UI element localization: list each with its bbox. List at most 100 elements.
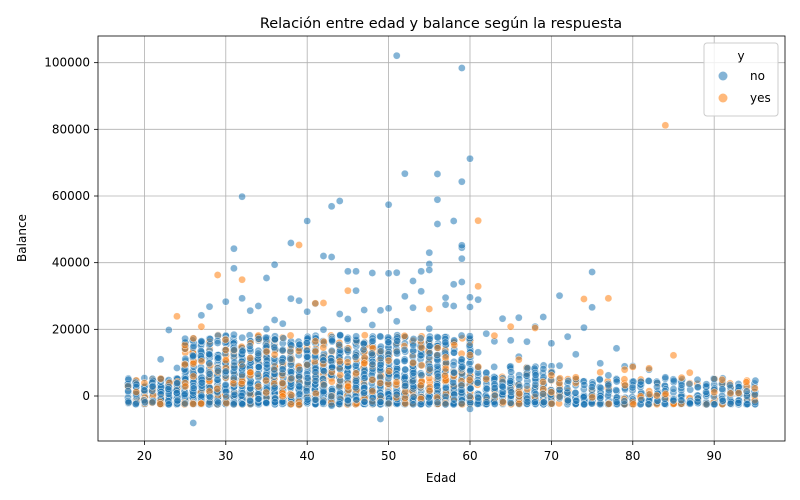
data-point-no [726, 399, 735, 408]
data-point-no [425, 324, 434, 333]
data-point-yes [352, 369, 360, 378]
data-point-yes [246, 354, 255, 362]
data-point-no [393, 357, 401, 366]
data-point-no [214, 398, 222, 407]
data-point-no [466, 332, 474, 340]
data-point-no [335, 197, 344, 205]
legend-label-yes: yes [750, 91, 771, 105]
data-point-no [702, 388, 710, 396]
data-point-no [376, 306, 385, 315]
data-point-no [742, 387, 751, 396]
data-point-no [278, 319, 287, 328]
data-point-no [214, 354, 223, 362]
data-point-no [409, 400, 417, 409]
data-point-yes [173, 312, 181, 321]
data-point-yes [344, 286, 352, 295]
data-point-no [287, 341, 296, 350]
data-point-no [409, 335, 418, 343]
data-point-no [588, 383, 596, 391]
data-point-yes [661, 390, 670, 398]
data-point-no [344, 267, 352, 276]
data-point-no [449, 378, 457, 387]
data-point-no [458, 64, 466, 72]
data-point-no [523, 381, 531, 390]
data-point-no [434, 333, 442, 342]
data-point-no [197, 366, 205, 374]
data-point-no [255, 363, 263, 371]
data-point-no [287, 239, 295, 247]
x-tick-label: 80 [625, 449, 640, 463]
data-point-yes [547, 388, 556, 397]
data-point-yes [213, 271, 222, 279]
data-point-no [523, 337, 531, 346]
data-point-no [238, 400, 247, 409]
data-point-no [303, 346, 311, 355]
data-point-no [523, 398, 532, 406]
data-point-no [425, 342, 434, 350]
data-point-no [246, 397, 255, 405]
data-point-no [213, 339, 222, 347]
data-point-no [441, 338, 450, 347]
data-point-no [343, 335, 352, 343]
data-point-no [165, 400, 173, 409]
data-point-yes [237, 379, 246, 388]
data-point-no [531, 398, 539, 406]
data-point-no [327, 357, 335, 365]
x-tick-label: 90 [707, 449, 722, 463]
data-point-yes [343, 358, 352, 367]
data-point-no [580, 381, 589, 389]
data-point-no [556, 393, 564, 401]
data-point-no [661, 373, 670, 382]
data-point-no [531, 371, 540, 379]
x-tick-label: 40 [300, 449, 315, 463]
data-point-yes [628, 363, 637, 371]
data-point-no [173, 396, 182, 405]
data-point-no [189, 384, 198, 393]
data-point-no [148, 382, 157, 391]
data-point-no [270, 316, 279, 324]
data-point-no [474, 348, 482, 357]
data-point-no [506, 399, 515, 407]
data-point-no [506, 377, 515, 385]
data-point-no [555, 361, 564, 370]
data-point-no [466, 293, 474, 302]
data-point-no [360, 306, 368, 314]
data-point-no [417, 287, 425, 296]
data-point-no [302, 387, 311, 395]
data-point-yes [474, 216, 482, 225]
data-point-no [303, 217, 311, 225]
data-point-yes [572, 373, 580, 382]
data-point-no [416, 334, 425, 343]
data-point-no [751, 376, 760, 385]
data-point-no [230, 346, 238, 354]
data-point-no [230, 264, 238, 273]
data-point-no [311, 368, 320, 376]
data-point-no [238, 347, 247, 356]
data-point-no [522, 372, 531, 380]
data-point-no [392, 51, 401, 60]
data-point-no [425, 248, 434, 257]
data-point-no [441, 300, 450, 309]
data-point-no [433, 382, 441, 390]
data-point-yes [547, 371, 556, 380]
data-point-no [401, 382, 410, 390]
data-point-yes [287, 400, 295, 408]
data-point-no [286, 355, 295, 363]
data-point-yes [197, 399, 206, 408]
data-point-no [262, 325, 271, 333]
data-point-yes [270, 350, 279, 359]
data-point-no [449, 217, 458, 225]
data-point-no [612, 386, 620, 394]
data-point-yes [466, 351, 474, 359]
data-point-no [702, 400, 711, 409]
data-point-no [751, 390, 759, 399]
legend-label-no: no [750, 69, 765, 83]
data-point-no [327, 401, 336, 410]
data-point-no [352, 377, 360, 385]
data-point-no [287, 374, 296, 383]
data-point-no [205, 302, 214, 311]
data-point-no [295, 296, 303, 305]
data-point-no [400, 346, 409, 354]
data-point-no [465, 392, 474, 401]
data-point-yes [156, 374, 165, 383]
